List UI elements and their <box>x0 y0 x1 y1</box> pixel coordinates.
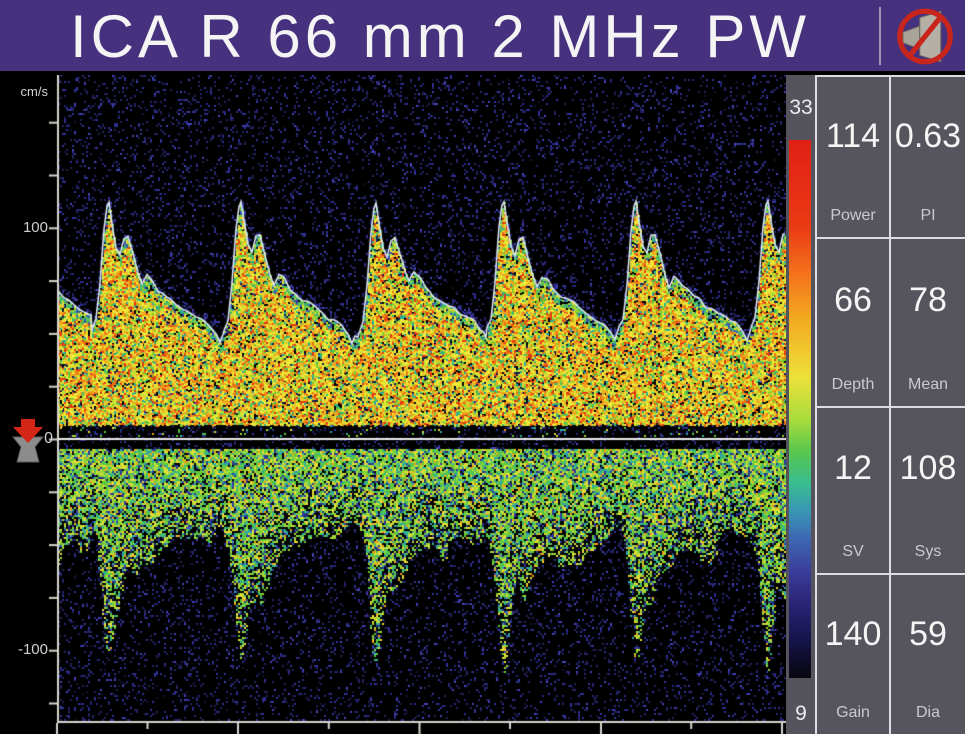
mean-label: Mean <box>907 376 949 393</box>
panel-cell-dia[interactable]: 59 Dia <box>891 575 965 734</box>
muted-speaker-icon[interactable] <box>894 5 956 68</box>
depth-label: Depth <box>831 376 875 393</box>
pi-value: 0.63 <box>894 117 962 155</box>
dia-value: 59 <box>909 614 947 653</box>
sv-value: 12 <box>834 449 872 488</box>
measurement-panel: 114 Power 0.63 PI 66 Depth 78 Mean 12 SV… <box>815 75 965 734</box>
header-separator <box>879 7 881 65</box>
panel-cell-power[interactable]: 114 Power <box>817 77 889 237</box>
doppler-spectrogram <box>45 75 786 734</box>
panel-cell-sys[interactable]: 108 Sys <box>891 408 965 573</box>
color-scale-gradient <box>789 140 811 678</box>
panel-cell-mean[interactable]: 78 Mean <box>891 239 965 406</box>
pi-label: PI <box>920 207 936 224</box>
baseline-marker-icon[interactable] <box>5 414 51 466</box>
y-axis-label-0: 0 <box>44 430 53 447</box>
panel-cell-gain[interactable]: 140 Gain <box>817 575 889 734</box>
y-axis-label-100: 100 <box>22 219 48 236</box>
power-label: Power <box>830 207 876 224</box>
color-scale-max-label: 33 <box>789 96 813 119</box>
depth-value: 66 <box>834 280 872 319</box>
window-title: ICA R 66 mm 2 MHz PW <box>69 3 811 70</box>
panel-cell-depth[interactable]: 66 Depth <box>817 239 889 406</box>
color-scale-bar: 33 9 <box>786 75 816 734</box>
sys-label: Sys <box>914 543 942 560</box>
gain-label: Gain <box>836 704 870 721</box>
y-axis-unit-label: cm/s <box>20 84 48 99</box>
panel-cell-pi[interactable]: 0.63 PI <box>891 77 965 237</box>
title-bar: ICA R 66 mm 2 MHz PW <box>0 0 965 71</box>
sys-value: 108 <box>899 449 957 488</box>
sv-label: SV <box>842 543 864 560</box>
mean-value: 78 <box>909 280 947 319</box>
y-axis-label-neg100: -100 <box>17 641 48 658</box>
dia-label: Dia <box>915 704 940 721</box>
panel-cell-sv[interactable]: 12 SV <box>817 408 889 573</box>
gain-value: 140 <box>824 614 882 653</box>
color-scale-min-label: 9 <box>795 702 807 725</box>
power-value: 114 <box>825 117 881 155</box>
